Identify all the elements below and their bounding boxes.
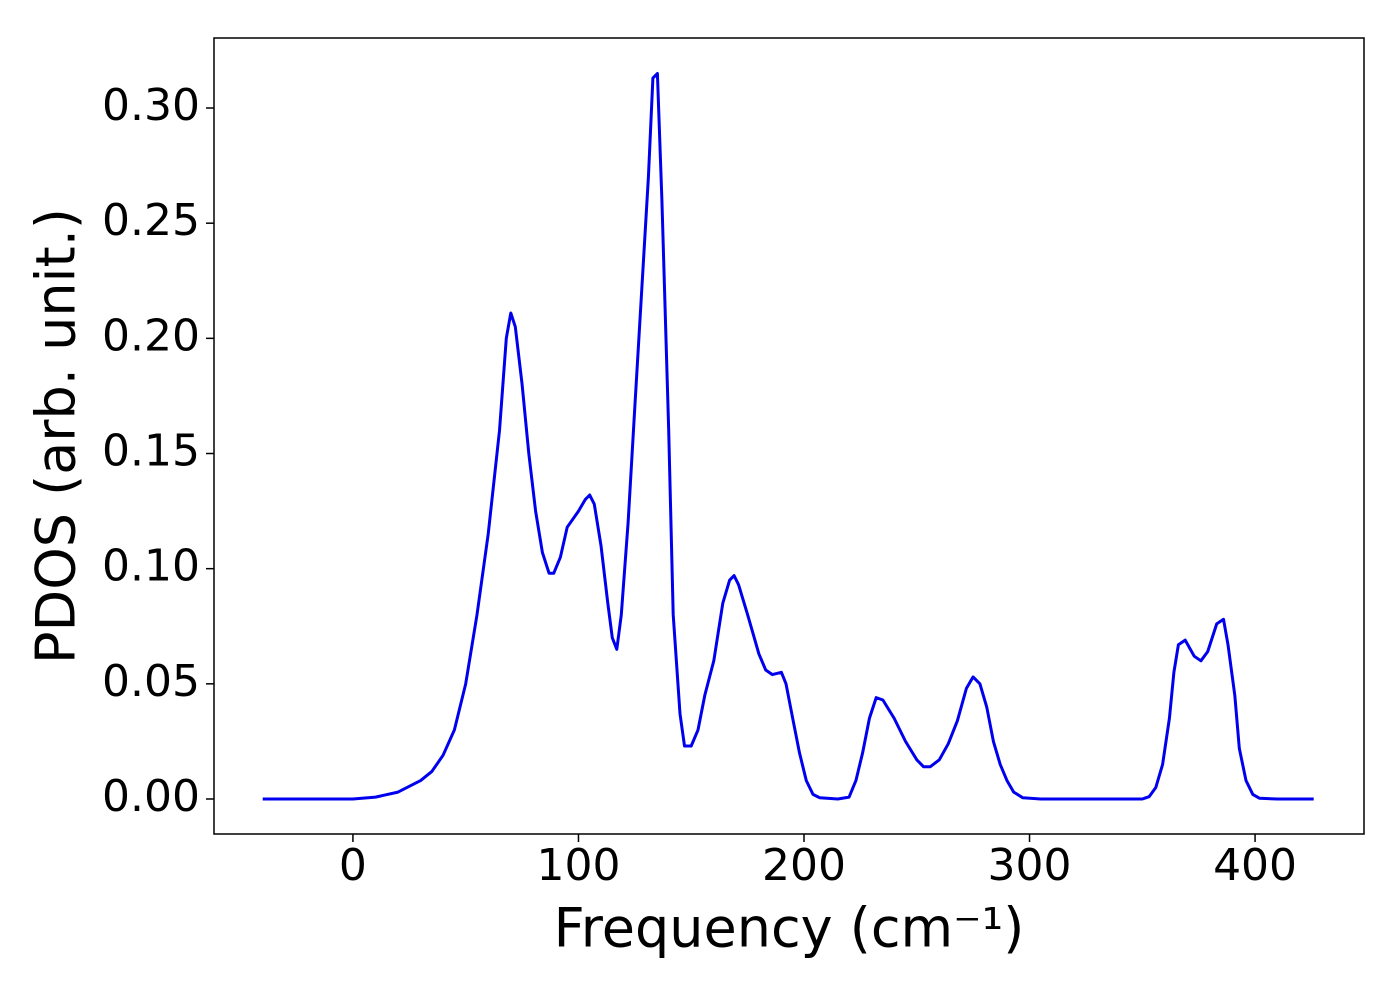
plot-frame bbox=[213, 37, 1365, 835]
y-tick-label: 0.00 bbox=[102, 771, 200, 822]
x-tick-label: 400 bbox=[1213, 840, 1297, 891]
x-tick-label: 100 bbox=[536, 840, 620, 891]
x-axis-label: Frequency (cm⁻¹) bbox=[554, 897, 1025, 960]
pdos-line bbox=[262, 72, 1314, 801]
y-tick-label: 0.15 bbox=[102, 426, 200, 477]
y-tick-label: 0.05 bbox=[102, 656, 200, 707]
y-tick-label: 0.20 bbox=[102, 310, 200, 361]
x-tick-label: 300 bbox=[988, 840, 1072, 891]
y-axis-label: PDOS (arb. unit.) bbox=[25, 208, 88, 664]
y-tick-label: 0.10 bbox=[102, 541, 200, 592]
y-tick-label: 0.30 bbox=[102, 80, 200, 131]
y-tick-label: 0.25 bbox=[102, 195, 200, 246]
x-tick-label: 0 bbox=[339, 840, 367, 891]
x-tick-label: 200 bbox=[762, 840, 846, 891]
